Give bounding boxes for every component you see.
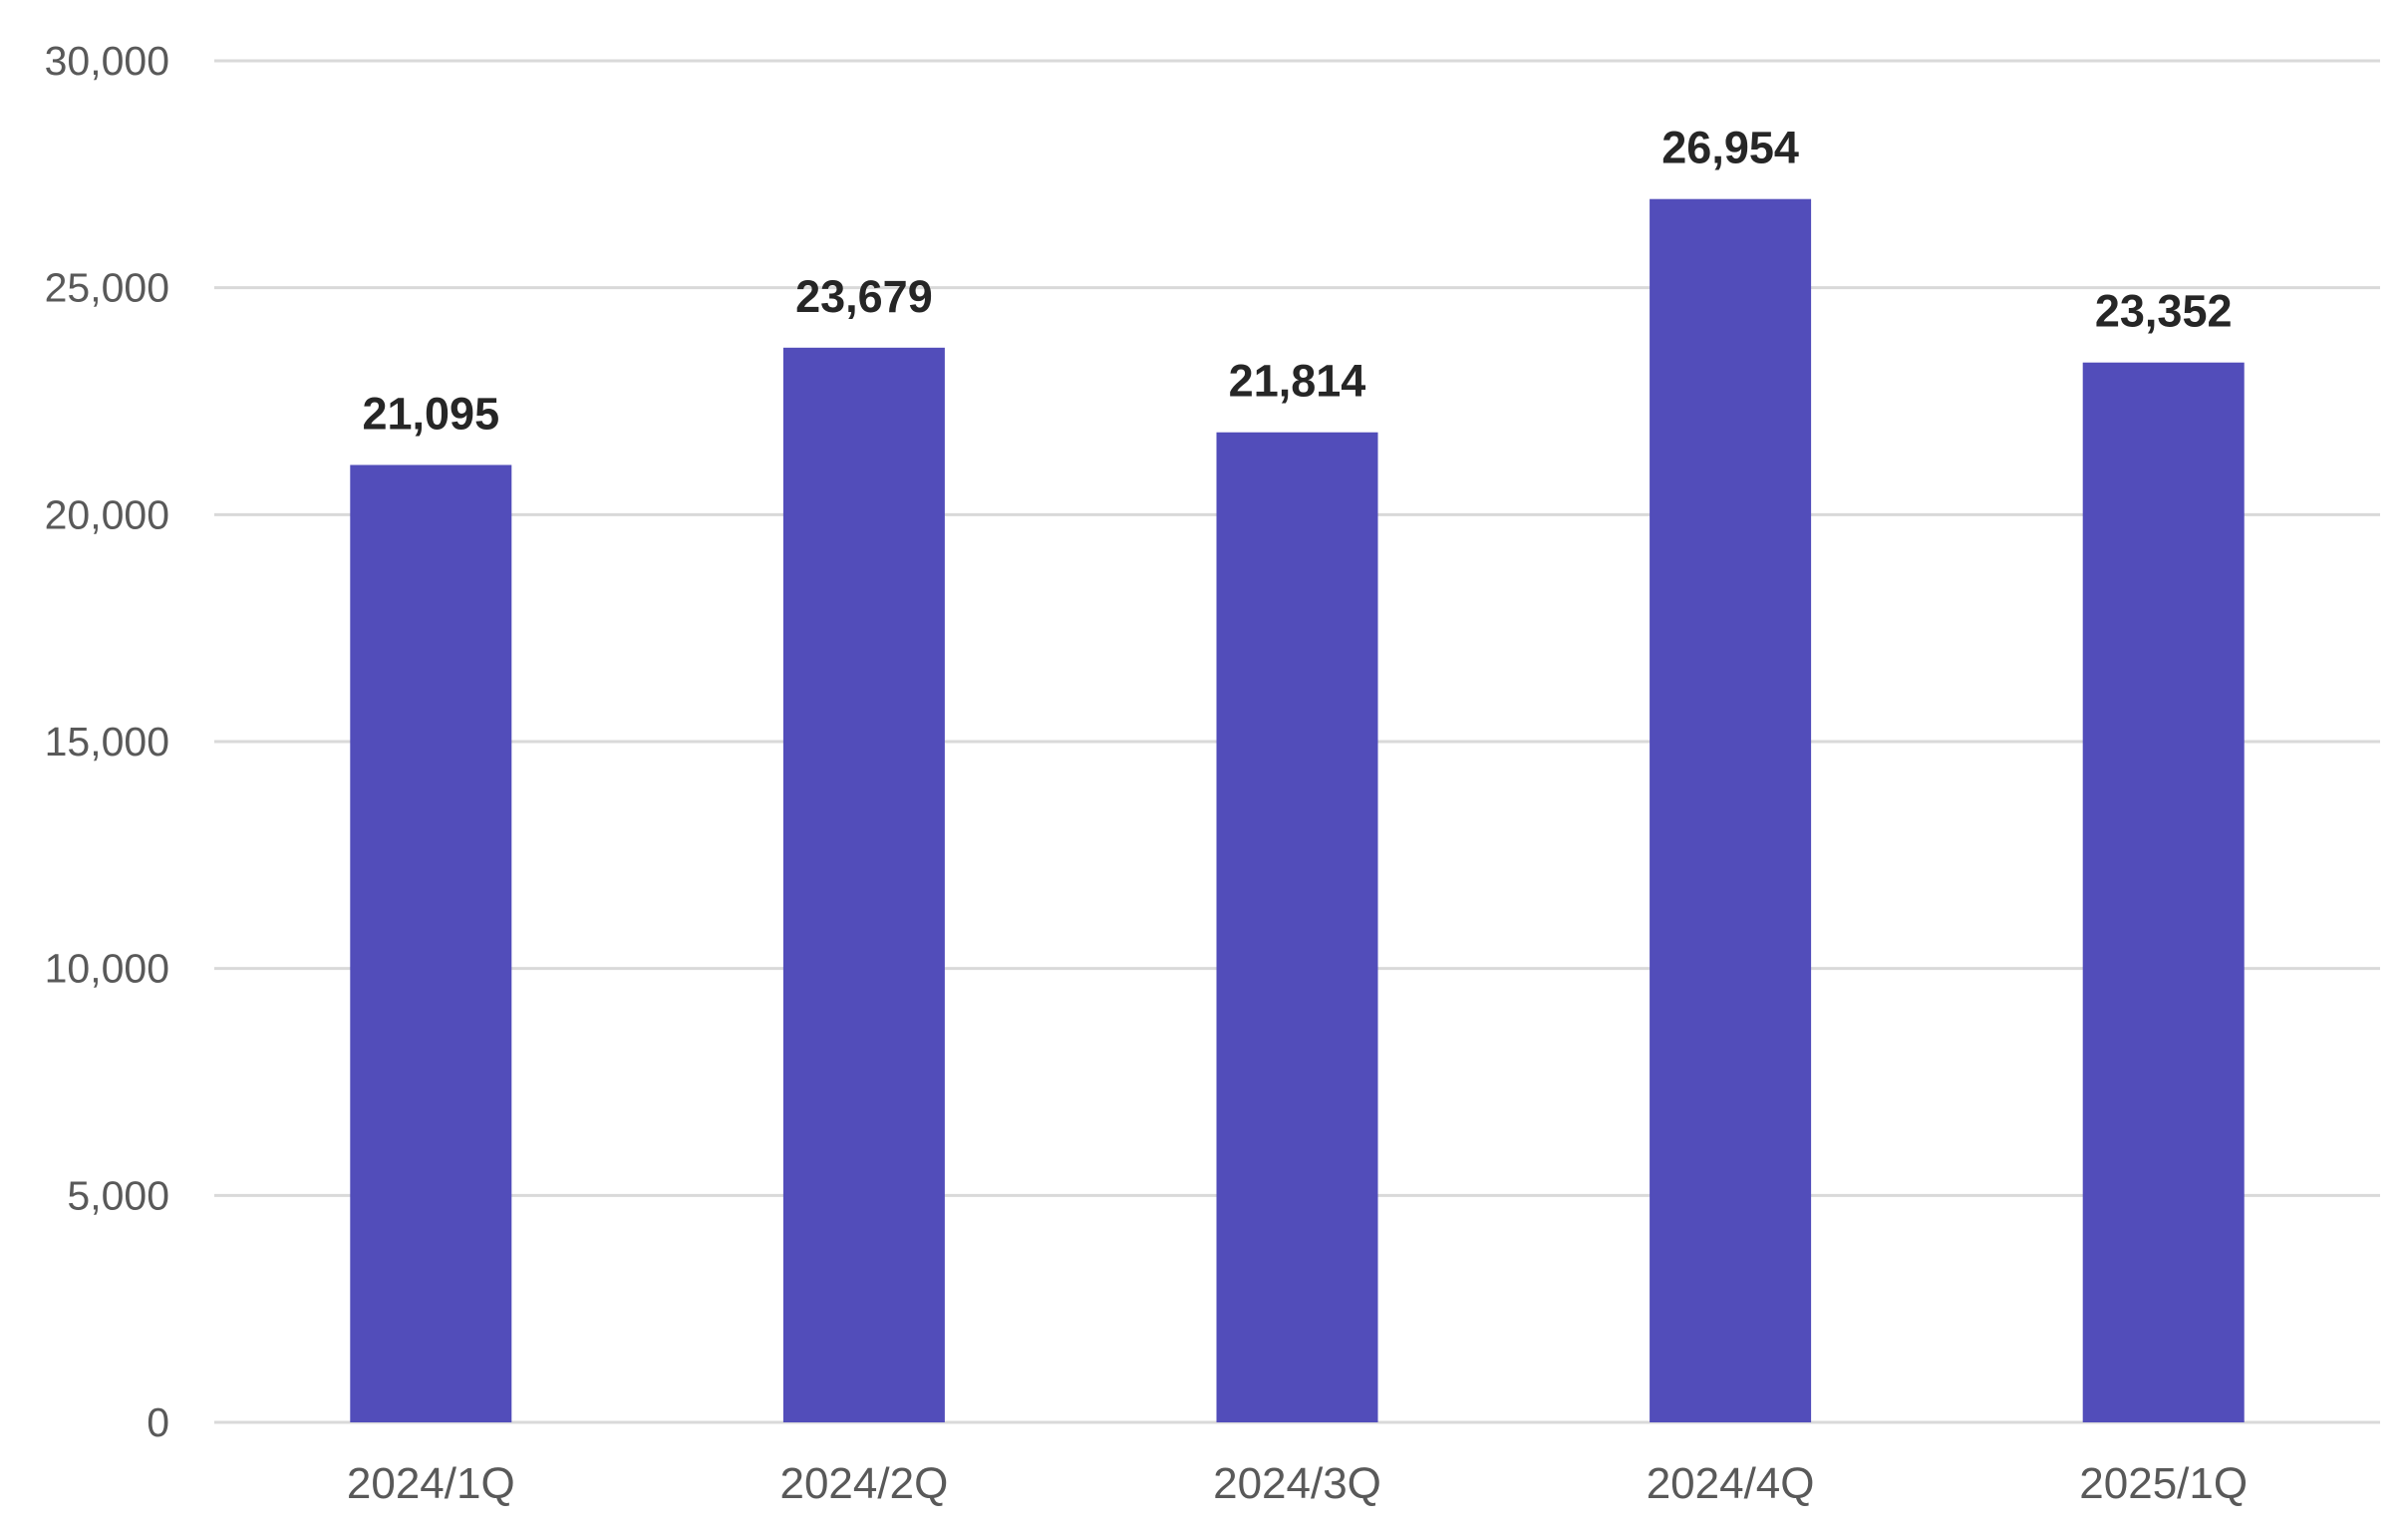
data-label: 21,814 — [1229, 356, 1366, 407]
y-tick-label: 25,000 — [45, 265, 169, 311]
data-label: 21,095 — [362, 388, 499, 439]
data-label: 23,679 — [795, 271, 933, 322]
data-label: 26,954 — [1661, 123, 1799, 173]
bar — [350, 464, 512, 1422]
y-tick-label: 0 — [147, 1399, 169, 1445]
x-tick-label: 2025/1Q — [2079, 1459, 2248, 1508]
data-labels: 21,095 23,679 21,814 26,954 23,352 — [362, 123, 2232, 440]
x-tick-label: 2024/3Q — [1213, 1459, 1381, 1508]
bar — [1650, 198, 1812, 1422]
y-tick-label: 15,000 — [45, 719, 169, 765]
x-axis-ticks: 2024/1Q 2024/2Q 2024/3Q 2024/4Q 2025/1Q — [347, 1459, 2248, 1508]
x-tick-label: 2024/1Q — [347, 1459, 515, 1508]
bars — [350, 198, 2245, 1423]
bar — [2082, 362, 2245, 1423]
y-tick-label: 20,000 — [45, 491, 169, 537]
y-tick-label: 30,000 — [45, 38, 169, 84]
bar — [1216, 432, 1378, 1423]
y-tick-label: 5,000 — [67, 1172, 169, 1218]
bar — [782, 347, 945, 1423]
x-tick-label: 2024/2Q — [779, 1459, 948, 1508]
data-label: 23,352 — [2095, 286, 2233, 337]
y-axis-ticks: 0 5,000 10,000 15,000 20,000 25,000 30,000 — [45, 38, 169, 1445]
y-tick-label: 10,000 — [45, 946, 169, 992]
x-tick-label: 2024/4Q — [1647, 1459, 1815, 1508]
